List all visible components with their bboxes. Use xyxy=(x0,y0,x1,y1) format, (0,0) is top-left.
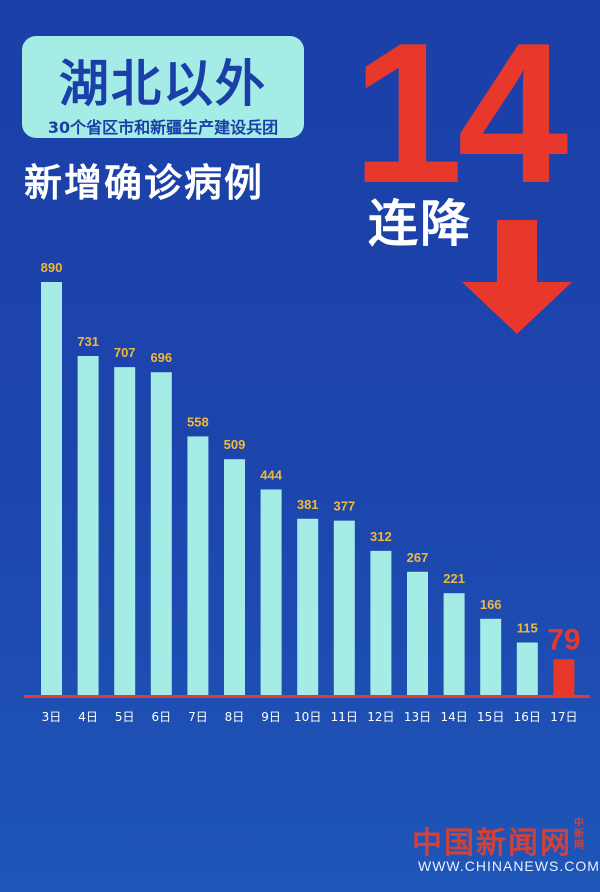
watermark-logo: 中国新闻网 xyxy=(412,826,572,861)
bar xyxy=(224,459,245,696)
x-tick-label: 12日 xyxy=(367,710,394,724)
bar-value-label: 696 xyxy=(150,350,172,365)
page-title: 湖北以外 xyxy=(59,55,267,113)
x-tick-label: 7日 xyxy=(188,710,208,724)
bar-value-label: 166 xyxy=(480,597,502,612)
bar-value-label: 731 xyxy=(77,334,99,349)
x-tick-label: 17日 xyxy=(550,710,577,724)
bar xyxy=(41,282,62,696)
bar-value-label: 381 xyxy=(297,497,319,512)
x-tick-label: 13日 xyxy=(404,710,431,724)
bar xyxy=(297,518,319,696)
bar xyxy=(150,372,172,696)
streak-number: 14 xyxy=(352,2,568,225)
bar-value-label: 221 xyxy=(443,571,465,586)
bar-value-label: 312 xyxy=(370,529,392,544)
bar xyxy=(333,520,355,696)
bar xyxy=(260,489,282,696)
bar-value-label: 444 xyxy=(260,467,282,482)
x-tick-label: 5日 xyxy=(115,710,135,724)
x-tick-label: 10日 xyxy=(294,710,321,724)
x-tick-label: 9日 xyxy=(261,710,281,724)
x-tick-label: 16日 xyxy=(514,710,541,724)
x-tick-label: 3日 xyxy=(42,710,62,724)
title-box: 湖北以外 30个省区市和新疆生产建设兵团 xyxy=(22,36,304,138)
bar-value-label: 558 xyxy=(187,414,209,429)
streak-label: 连降 xyxy=(368,195,472,253)
bar-value-label: 79 xyxy=(547,623,580,656)
chart-heading: 新增确诊病例 xyxy=(24,161,265,205)
bar-value-label: 267 xyxy=(407,550,429,565)
bar xyxy=(407,571,428,696)
page-subtitle: 30个省区市和新疆生产建设兵团 xyxy=(47,118,279,137)
x-tick-label: 15日 xyxy=(477,710,504,724)
watermark-url: WWW.CHINANEWS.COM xyxy=(418,858,600,874)
down-arrow-icon xyxy=(462,220,572,334)
bar-value-label: 377 xyxy=(333,499,355,514)
x-axis-baseline xyxy=(24,695,590,698)
bar xyxy=(443,593,465,696)
bar xyxy=(187,436,209,696)
watermark-side-text: 中新网 xyxy=(574,818,584,851)
bar xyxy=(114,367,136,696)
bar-highlight xyxy=(553,659,575,696)
bar xyxy=(516,642,538,696)
x-tick-label: 11日 xyxy=(331,710,358,724)
bar-value-label: 890 xyxy=(41,260,63,275)
x-tick-label: 6日 xyxy=(151,710,171,724)
bar-value-label: 115 xyxy=(517,621,538,636)
bar xyxy=(370,550,392,696)
x-tick-label: 4日 xyxy=(78,710,98,724)
bar xyxy=(480,618,502,696)
bar-value-label: 509 xyxy=(224,437,246,452)
x-tick-label: 14日 xyxy=(440,710,467,724)
bar-value-label: 707 xyxy=(114,345,136,360)
bar xyxy=(77,355,99,696)
x-tick-label: 8日 xyxy=(225,710,245,724)
